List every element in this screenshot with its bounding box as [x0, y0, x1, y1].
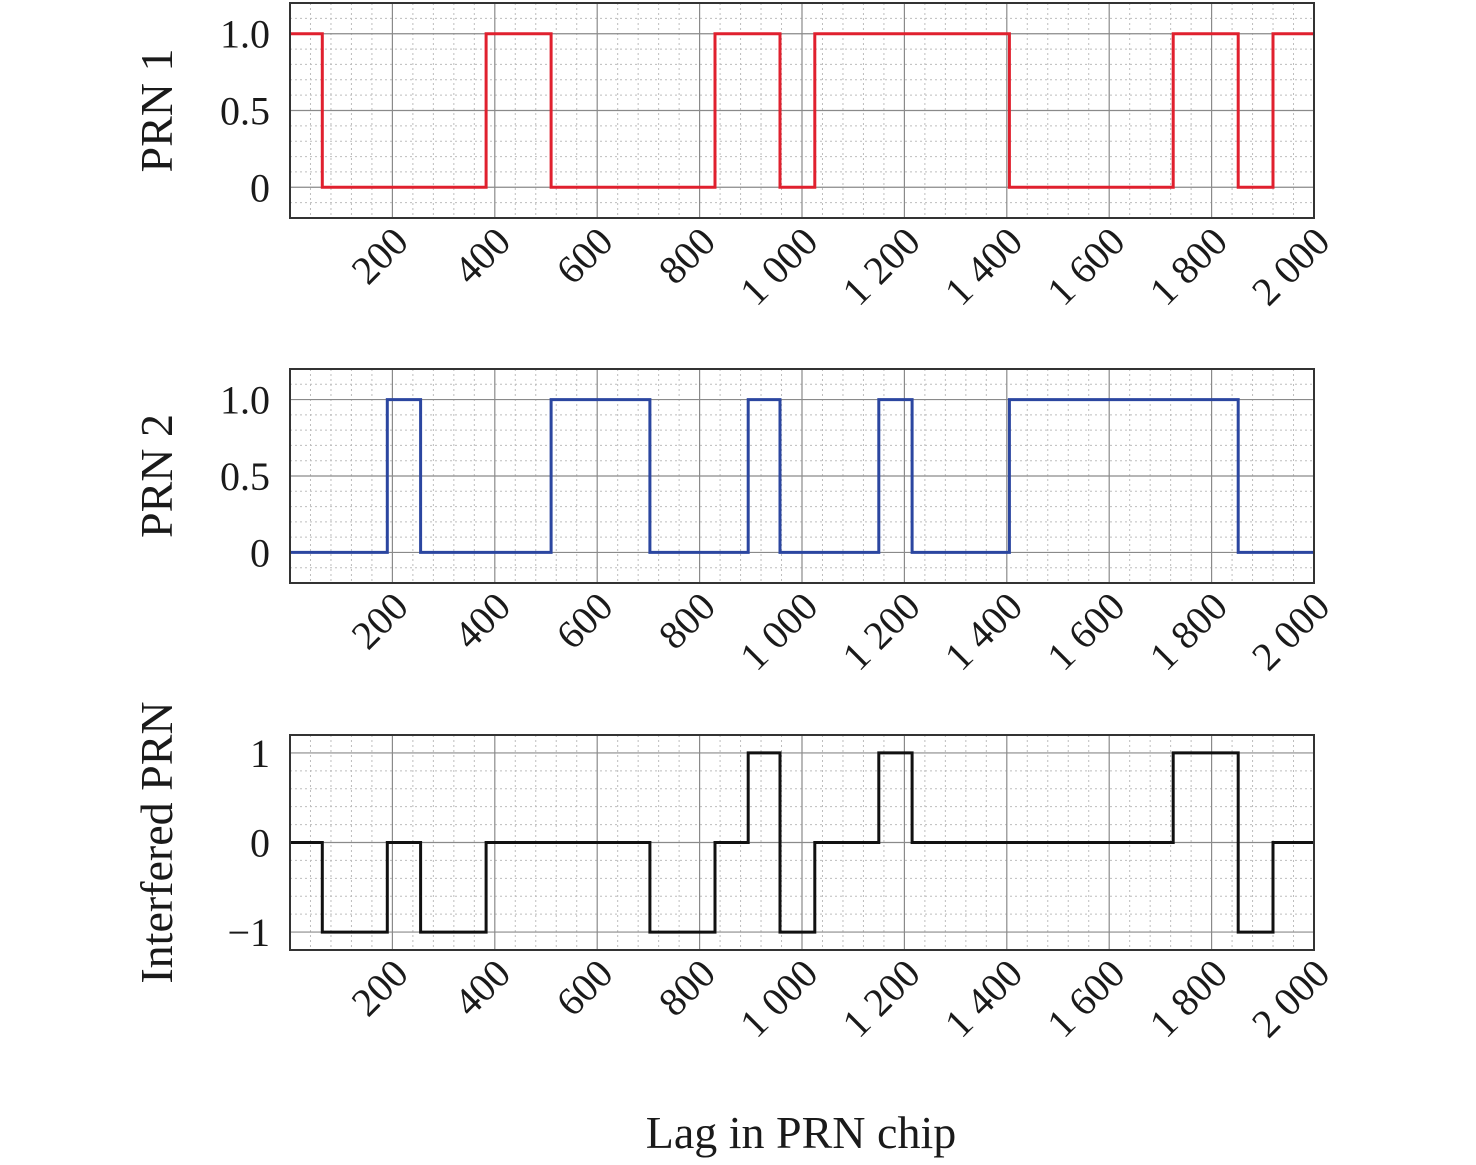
x-tick-label: 1 400	[936, 951, 1031, 1046]
panel-2: 0 0.5 1.0 200 400 600 800 1 000 1 200 1 400 1 600 1…	[131, 368, 1338, 679]
x-tick-label: 800	[650, 584, 724, 658]
x-tick-label: 1 600	[1038, 951, 1133, 1046]
x-tick-label: 2 000	[1243, 951, 1338, 1046]
series-line	[290, 751, 1314, 934]
plot-frame	[289, 734, 1315, 951]
x-tick-label: 1 400	[936, 584, 1031, 679]
x-tick-label: 1 200	[833, 584, 928, 679]
x-tick-label: 1 800	[1141, 951, 1236, 1046]
x-tick-label: 800	[650, 951, 724, 1025]
x-tick-label: 1 400	[936, 219, 1031, 314]
x-tick-label: 1 000	[731, 584, 826, 679]
x-tick-label: 1 800	[1141, 584, 1236, 679]
x-tick-label: 400	[445, 584, 519, 658]
y-axis-title: PRN 2	[131, 414, 182, 538]
y-axis-title: PRN 1	[131, 49, 182, 173]
x-tick-label: 1 200	[833, 951, 928, 1046]
x-tick-label: 1 800	[1141, 219, 1236, 314]
plot-frame	[289, 368, 1315, 584]
panel-1: 0 0.5 1.0 200 400 600 800 1 000 1 200 1 400 1 600 1…	[131, 2, 1338, 314]
x-tick-label: 200	[343, 951, 417, 1025]
y-tick-label: 1.0	[220, 378, 270, 423]
x-tick-label: 600	[547, 584, 621, 658]
y-tick-label: 0.5	[220, 89, 270, 134]
series-line	[290, 32, 1314, 189]
x-tick-label: 200	[343, 584, 417, 658]
x-tick-label: 1 000	[731, 219, 826, 314]
y-tick-label: 1.0	[220, 12, 270, 57]
x-tick-label: 400	[445, 951, 519, 1025]
y-tick-label: 0.5	[220, 454, 270, 499]
x-axis-title: Lag in PRN chip	[646, 1107, 956, 1158]
y-tick-label: 0	[250, 821, 270, 866]
x-tick-label: 600	[547, 951, 621, 1025]
plot-frame	[289, 2, 1315, 219]
panel-3: −1 0 1 200 400 600 800 1 000 1 200 1 400 1 600 1 80…	[131, 701, 1338, 1046]
x-tick-label: 2 000	[1243, 584, 1338, 679]
y-tick-label: 0	[250, 530, 270, 575]
x-tick-label: 1 600	[1038, 219, 1133, 314]
x-tick-label: 400	[445, 219, 519, 293]
x-tick-label: 800	[650, 219, 724, 293]
x-tick-label: 600	[547, 219, 621, 293]
y-axis-title: Interfered PRN	[131, 701, 182, 983]
x-tick-label: 200	[343, 219, 417, 293]
x-tick-label: 2 000	[1243, 219, 1338, 314]
series-line	[290, 398, 1314, 554]
x-tick-label: 1 000	[731, 951, 826, 1046]
major-grid	[290, 3, 1315, 218]
y-tick-label: −1	[227, 910, 270, 955]
x-tick-label: 1 600	[1038, 584, 1133, 679]
y-tick-label: 0	[250, 165, 270, 210]
y-tick-label: 1	[250, 731, 270, 776]
x-tick-label: 1 200	[833, 219, 928, 314]
